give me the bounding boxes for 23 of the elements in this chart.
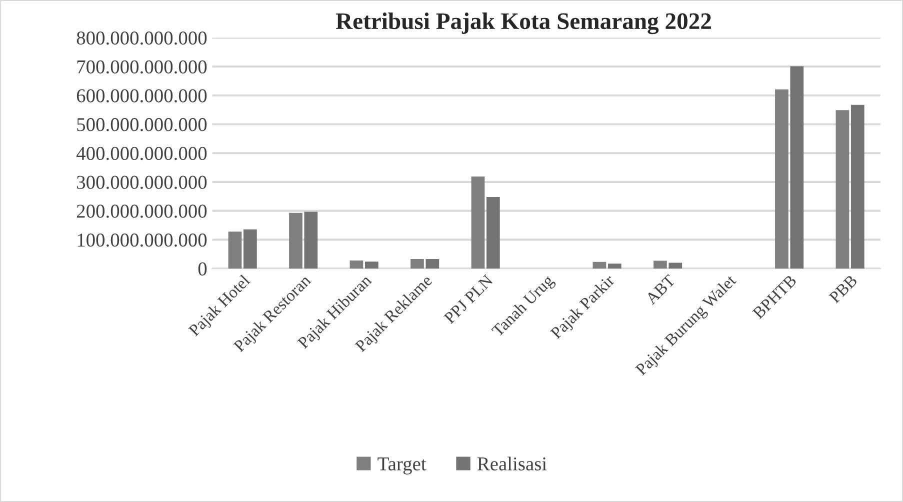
y-tick-label: 600.000.000.000	[76, 89, 207, 102]
y-tick-label: 100.000.000.000	[78, 234, 207, 247]
legend-label: Target	[378, 458, 426, 474]
bar	[850, 104, 864, 269]
bar	[486, 196, 500, 269]
y-tick-label: 700.000.000.000	[77, 60, 207, 74]
y-tick-label: 800.000.000.000	[76, 31, 207, 45]
x-tick-label: PBB	[828, 274, 858, 304]
bar	[228, 232, 242, 269]
bar	[592, 262, 606, 269]
bar	[608, 264, 622, 269]
bar	[836, 110, 850, 269]
legend-label: Realisasi	[477, 456, 547, 470]
y-tick-label: 200.000.000.000	[76, 204, 207, 218]
chart-title: Retribusi Pajak Kota Semarang 2022	[336, 12, 711, 34]
bar	[471, 176, 485, 269]
y-tick-label: 0	[198, 262, 207, 276]
y-tick-label: 300.000.000.000	[77, 176, 207, 189]
bar	[243, 229, 257, 269]
y-tick-label: 500.000.000.000	[77, 118, 207, 132]
y-tick-label: 400.000.000.000	[76, 146, 207, 160]
bar	[364, 262, 378, 269]
bar	[350, 260, 364, 269]
